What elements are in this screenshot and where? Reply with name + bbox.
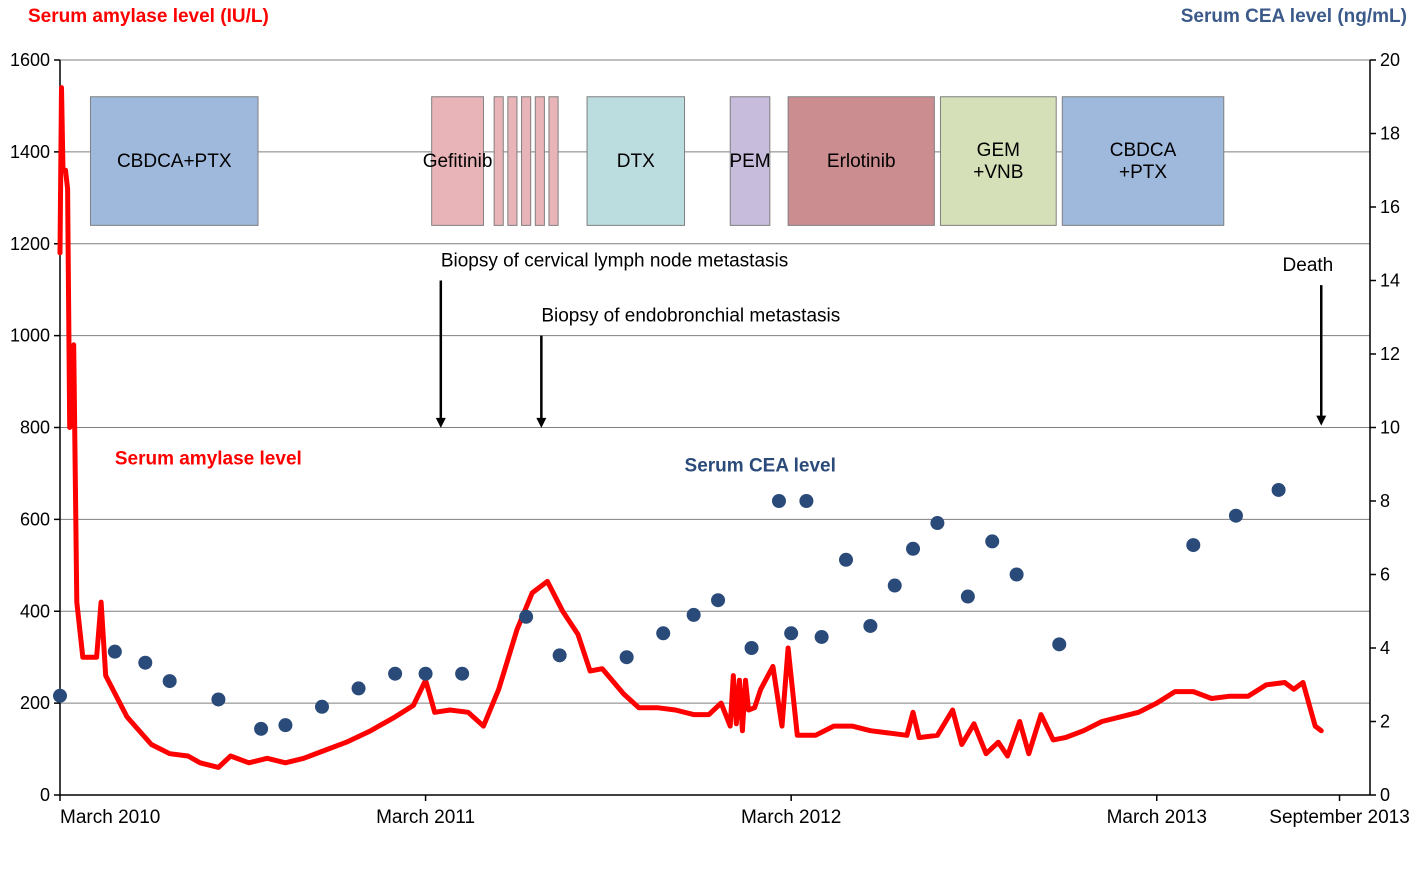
chart-svg: CBDCA+PTX Gefitinib DTX PEM Erlotinib GEM+VNB… bbox=[0, 0, 1417, 869]
y-left-tick-label: 200 bbox=[20, 693, 50, 713]
cea-point bbox=[620, 650, 634, 664]
cea-point bbox=[315, 700, 329, 714]
treatment-label: Erlotinib bbox=[827, 151, 896, 172]
y-right-tick-label: 16 bbox=[1380, 197, 1400, 217]
cea-point bbox=[863, 619, 877, 633]
cea-point bbox=[254, 722, 268, 736]
y-left-tick-label: 400 bbox=[20, 601, 50, 621]
treatment-block bbox=[535, 97, 544, 226]
treatment-block bbox=[1062, 97, 1223, 226]
y-right-tick-label: 10 bbox=[1380, 418, 1400, 438]
cea-point bbox=[772, 494, 786, 508]
cea-point bbox=[1272, 483, 1286, 497]
y-right-tick-label: 14 bbox=[1380, 271, 1400, 291]
cea-point bbox=[163, 674, 177, 688]
cea-point bbox=[53, 689, 67, 703]
cea-point bbox=[985, 534, 999, 548]
y-right-axis-title: Serum CEA level (ng/mL) bbox=[1181, 6, 1407, 28]
treatment-block bbox=[940, 97, 1056, 226]
y-left-tick-label: 1200 bbox=[10, 234, 50, 254]
treatment-block bbox=[494, 97, 503, 226]
y-right-tick-label: 20 bbox=[1380, 50, 1400, 70]
y-left-tick-label: 1000 bbox=[10, 326, 50, 346]
cea-point bbox=[687, 608, 701, 622]
cea-point bbox=[352, 681, 366, 695]
cea-point bbox=[1229, 509, 1243, 523]
cea-point bbox=[553, 648, 567, 662]
cea-point bbox=[961, 590, 975, 604]
cea-point bbox=[455, 667, 469, 681]
y-left-tick-label: 1600 bbox=[10, 50, 50, 70]
annotation-label: Biopsy of endobronchial metastasis bbox=[541, 306, 840, 327]
cea-point bbox=[839, 553, 853, 567]
cea-point bbox=[930, 516, 944, 530]
y-right-tick-label: 18 bbox=[1380, 124, 1400, 144]
y-right-tick-label: 2 bbox=[1380, 712, 1390, 732]
cea-point bbox=[711, 593, 725, 607]
y-left-tick-label: 1400 bbox=[10, 142, 50, 162]
y-right-tick-label: 8 bbox=[1380, 491, 1390, 511]
treatment-label: GEM bbox=[977, 140, 1020, 161]
amylase-series-label: Serum amylase level bbox=[115, 448, 302, 469]
y-left-tick-label: 0 bbox=[40, 785, 50, 805]
annotation-label: Death bbox=[1283, 255, 1334, 276]
treatment-label: PEM bbox=[729, 151, 770, 172]
cea-point bbox=[519, 610, 533, 624]
x-tick-label: March 2011 bbox=[376, 807, 475, 828]
cea-point bbox=[419, 667, 433, 681]
treatment-label: CBDCA bbox=[1110, 140, 1177, 161]
chart-container: Serum amylase level (IU/L) Serum CEA lev… bbox=[0, 0, 1417, 869]
cea-point bbox=[815, 630, 829, 644]
y-left-tick-label: 600 bbox=[20, 509, 50, 529]
y-right-tick-label: 12 bbox=[1380, 344, 1400, 364]
y-left-tick-label: 800 bbox=[20, 418, 50, 438]
y-left-axis-title: Serum amylase level (IU/L) bbox=[28, 6, 269, 28]
treatment-block bbox=[508, 97, 517, 226]
treatment-block bbox=[522, 97, 531, 226]
cea-point bbox=[784, 626, 798, 640]
x-tick-label: March 2013 bbox=[1107, 807, 1207, 828]
y-right-tick-label: 6 bbox=[1380, 565, 1390, 585]
cea-point bbox=[799, 494, 813, 508]
annotation-label: Biopsy of cervical lymph node metastasis bbox=[441, 251, 788, 272]
y-right-tick-label: 0 bbox=[1380, 785, 1390, 805]
cea-point bbox=[138, 656, 152, 670]
cea-point bbox=[1186, 538, 1200, 552]
x-tick-label: September 2013 bbox=[1269, 807, 1410, 828]
cea-point bbox=[108, 645, 122, 659]
x-tick-label: March 2010 bbox=[60, 807, 160, 828]
cea-point bbox=[745, 641, 759, 655]
cea-point bbox=[656, 626, 670, 640]
treatment-label: Gefitinib bbox=[423, 151, 493, 172]
treatment-label: DTX bbox=[617, 151, 655, 172]
treatment-block bbox=[549, 97, 558, 226]
cea-point bbox=[211, 692, 225, 706]
cea-point bbox=[1010, 568, 1024, 582]
cea-point bbox=[888, 579, 902, 593]
cea-point bbox=[388, 667, 402, 681]
y-right-tick-label: 4 bbox=[1380, 638, 1390, 658]
treatment-label: +VNB bbox=[973, 162, 1023, 183]
cea-point bbox=[1052, 637, 1066, 651]
x-tick-label: March 2012 bbox=[741, 807, 841, 828]
cea-point bbox=[278, 718, 292, 732]
cea-point bbox=[906, 542, 920, 556]
treatment-label: CBDCA+PTX bbox=[117, 151, 232, 172]
cea-series-label: Serum CEA level bbox=[685, 456, 836, 477]
treatment-label: +PTX bbox=[1119, 162, 1167, 183]
